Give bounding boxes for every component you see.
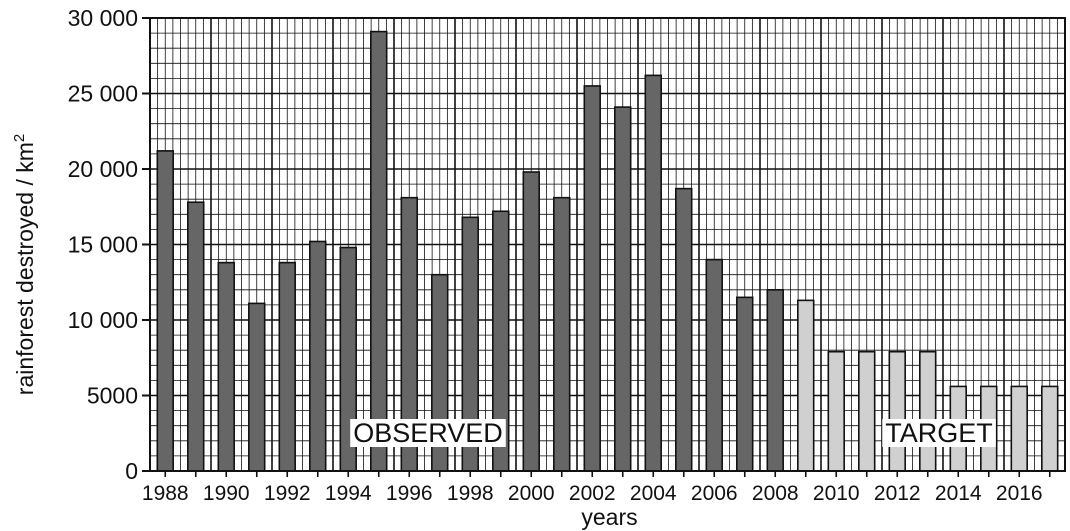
- observed-label-background: [350, 419, 506, 447]
- observed-bar-2007: [736, 296, 754, 472]
- observed-bar-1993: [309, 240, 327, 472]
- observed-bar-2005: [675, 187, 693, 472]
- observed-bar-1990: [217, 261, 235, 472]
- observed-bar-2001: [553, 196, 571, 472]
- x-tick-label: 1992: [264, 482, 311, 505]
- y-tick-label: 0: [125, 458, 138, 484]
- x-tick-label: 1990: [203, 482, 250, 505]
- target-bar-2016: [1010, 385, 1028, 472]
- observed-bar-2008: [766, 288, 784, 472]
- x-tick-label: 2006: [691, 482, 738, 505]
- target-label-background: [882, 419, 996, 447]
- observed-label: OBSERVED: [353, 418, 503, 448]
- x-tick-label: 2000: [508, 482, 555, 505]
- y-axis-title-superscript: 2: [11, 134, 28, 142]
- y-tick-label: 10 000: [68, 307, 138, 333]
- y-axis-title: rainforest destroyed / km2: [11, 134, 38, 395]
- y-tick-label: 30 000: [68, 5, 138, 31]
- x-axis-title: years: [581, 504, 637, 530]
- x-tick-label: 2012: [874, 482, 921, 505]
- x-tick-label: 1994: [325, 482, 372, 505]
- target-bar-2017: [1041, 385, 1059, 472]
- x-tick-label: 2014: [935, 482, 982, 505]
- target-label: TARGET: [885, 418, 993, 448]
- observed-bar-2006: [705, 258, 723, 472]
- y-tick-label: 15 000: [68, 232, 138, 258]
- observed-bar-2000: [522, 171, 540, 472]
- target-bar-2009: [797, 299, 815, 472]
- y-tick-label: 20 000: [68, 156, 138, 182]
- x-tick-label: 2002: [569, 482, 616, 505]
- observed-bar-2002: [583, 85, 601, 472]
- observed-bar-1988: [156, 150, 174, 472]
- x-tick-label: 1988: [142, 482, 189, 505]
- region-labels: OBSERVED TARGET: [350, 418, 996, 448]
- x-tick-label: 2016: [996, 482, 1043, 505]
- x-tick-label: 2004: [630, 482, 677, 505]
- x-tick-label: 2010: [813, 482, 860, 505]
- x-tick-label: 1996: [386, 482, 433, 505]
- plot-frame: [149, 17, 1066, 472]
- observed-bar-2003: [614, 106, 632, 472]
- observed-bar-1989: [187, 201, 205, 472]
- target-bar-2011: [858, 350, 876, 472]
- y-tick-label: 25 000: [68, 81, 138, 107]
- observed-bar-2004: [644, 74, 662, 472]
- x-tick-label: 2008: [752, 482, 799, 505]
- observed-bar-1995: [370, 30, 388, 472]
- target-bar-2012: [888, 350, 906, 472]
- y-axis-title-text: rainforest destroyed / km: [12, 142, 38, 395]
- target-bar-2013: [919, 350, 937, 472]
- y-tick-label: 5000: [87, 383, 138, 409]
- observed-bar-1991: [248, 302, 266, 472]
- target-bar-2010: [827, 350, 845, 472]
- x-tick-label: 1998: [447, 482, 494, 505]
- observed-bar-1992: [278, 261, 296, 472]
